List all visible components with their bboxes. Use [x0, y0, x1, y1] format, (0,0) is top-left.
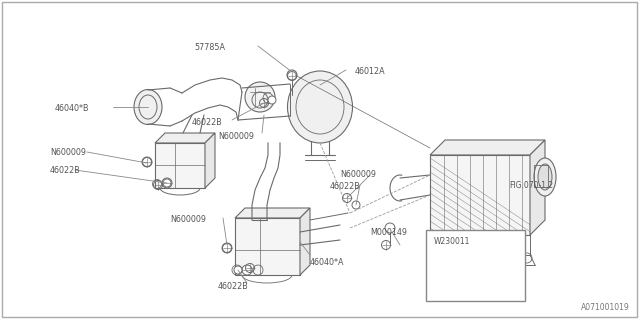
Polygon shape: [430, 140, 545, 155]
Ellipse shape: [538, 164, 552, 190]
FancyBboxPatch shape: [426, 230, 525, 301]
Text: 57785A: 57785A: [195, 43, 225, 52]
Text: N600009: N600009: [218, 132, 254, 141]
Text: A071001019: A071001019: [581, 303, 630, 312]
Polygon shape: [235, 218, 300, 275]
Text: 46022B: 46022B: [192, 118, 223, 127]
Text: 46022B: 46022B: [218, 282, 249, 291]
Polygon shape: [205, 133, 215, 188]
Polygon shape: [430, 155, 530, 235]
Text: N600009: N600009: [170, 215, 206, 224]
Ellipse shape: [134, 90, 162, 124]
Text: FIG.070-1,2: FIG.070-1,2: [509, 181, 553, 190]
Text: M000149: M000149: [370, 228, 407, 237]
Polygon shape: [300, 208, 310, 275]
Circle shape: [234, 266, 242, 274]
Circle shape: [163, 179, 171, 187]
Polygon shape: [530, 140, 545, 235]
Circle shape: [162, 178, 172, 188]
Text: 46040*A: 46040*A: [310, 258, 344, 267]
Text: N600009: N600009: [340, 170, 376, 179]
Polygon shape: [155, 133, 215, 143]
Text: 46040*B: 46040*B: [55, 104, 90, 113]
Ellipse shape: [245, 82, 275, 112]
Circle shape: [452, 262, 468, 278]
Circle shape: [242, 265, 252, 275]
Text: W230011: W230011: [434, 237, 470, 246]
Text: 46022B: 46022B: [50, 166, 81, 175]
Circle shape: [268, 96, 276, 104]
Circle shape: [385, 223, 395, 233]
Text: N600009: N600009: [50, 148, 86, 157]
Polygon shape: [155, 143, 205, 188]
Text: 46022B: 46022B: [330, 182, 361, 191]
Circle shape: [352, 201, 360, 209]
Text: 46012A: 46012A: [355, 67, 386, 76]
Circle shape: [287, 70, 297, 80]
Ellipse shape: [287, 71, 353, 143]
Ellipse shape: [534, 158, 556, 196]
Polygon shape: [235, 208, 310, 218]
